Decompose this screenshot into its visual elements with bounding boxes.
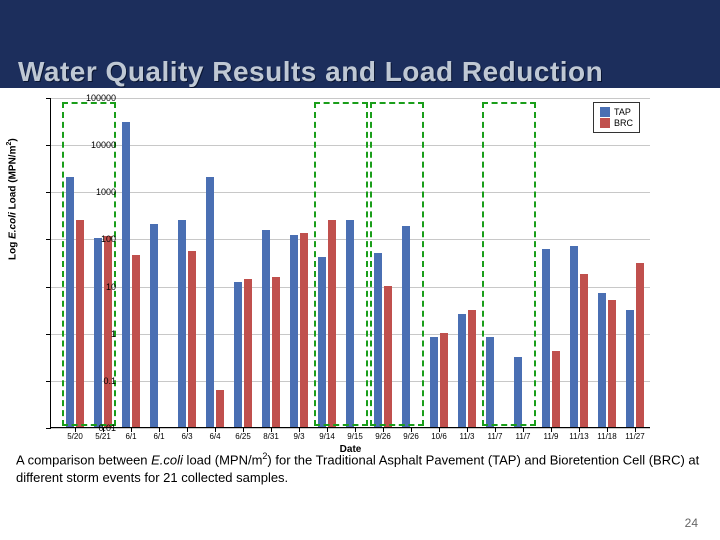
bar-brc [552, 351, 560, 427]
bar-tap [374, 253, 382, 427]
xtick-label: 9/14 [319, 432, 335, 441]
bar-brc [468, 310, 476, 427]
xtick-label: 5/20 [67, 432, 83, 441]
bar-tap [402, 226, 410, 427]
bar-tap [94, 238, 102, 427]
ytick-label: 1000 [96, 187, 116, 197]
bar-tap [318, 257, 326, 427]
xtick-label: 9/3 [293, 432, 304, 441]
xtick-label: 6/25 [235, 432, 251, 441]
xtick-label: 9/26 [375, 432, 391, 441]
ytick-mark [46, 239, 51, 240]
xtick-label: 9/26 [403, 432, 419, 441]
ytick-mark [46, 381, 51, 382]
bar-brc [440, 333, 448, 427]
bar-brc [216, 390, 224, 427]
bar-tap [262, 230, 270, 427]
ytick-label: 0.1 [103, 376, 116, 386]
bar-tap [486, 337, 494, 427]
xtick-label: 8/31 [263, 432, 279, 441]
slide-title: Water Quality Results and Load Reduction [18, 56, 603, 88]
bar-tap [570, 246, 578, 427]
bar-brc [608, 300, 616, 427]
header-band: Water Quality Results and Load Reduction [0, 0, 720, 88]
bar-brc [384, 286, 392, 427]
page-number: 24 [685, 516, 698, 530]
bar-tap [514, 357, 522, 427]
legend-label-brc: BRC [614, 118, 633, 128]
gridline [51, 428, 650, 429]
ytick-mark [46, 192, 51, 193]
ytick-mark [46, 98, 51, 99]
legend-swatch-tap [600, 107, 610, 117]
gridline [51, 192, 650, 193]
xtick-label: 6/1 [125, 432, 136, 441]
ytick-mark [46, 428, 51, 429]
xtick-label: 11/3 [460, 432, 475, 441]
bar-brc [244, 279, 252, 427]
y-axis-label: Log E.coli Load (MPN/m2) [6, 138, 18, 260]
bar-tap [542, 249, 550, 427]
bar-tap [206, 177, 214, 427]
bar-tap [346, 220, 354, 427]
xtick-label: 11/9 [544, 432, 559, 441]
bar-tap [430, 337, 438, 427]
bar-tap [150, 224, 158, 427]
xtick-label: 10/6 [431, 432, 447, 441]
ytick-label: 10 [106, 282, 116, 292]
ytick-label: 10000 [91, 140, 116, 150]
bar-brc [328, 220, 336, 427]
chart-legend: TAP BRC [593, 102, 640, 133]
caption-text: A comparison between E.coli load (MPN/m2… [16, 450, 704, 486]
bar-tap [178, 220, 186, 427]
bar-tap [626, 310, 634, 427]
xtick-label: 11/27 [625, 432, 644, 441]
ytick-mark [46, 145, 51, 146]
legend-swatch-brc [600, 118, 610, 128]
legend-label-tap: TAP [614, 107, 631, 117]
bar-brc [272, 277, 280, 427]
ytick-label: 100 [101, 234, 116, 244]
ytick-label: 0.01 [98, 423, 116, 433]
gridline [51, 98, 650, 99]
gridline [51, 145, 650, 146]
bar-tap [234, 282, 242, 427]
bar-tap [290, 235, 298, 427]
legend-item-brc: BRC [600, 118, 633, 128]
ytick-mark [46, 287, 51, 288]
bar-tap [458, 314, 466, 427]
xtick-label: 6/3 [181, 432, 192, 441]
bar-brc [132, 255, 140, 427]
bar-brc [76, 220, 84, 427]
ytick-label: 100000 [86, 93, 116, 103]
bar-tap [598, 293, 606, 427]
xtick-label: 11/7 [488, 432, 503, 441]
xtick-label: 9/15 [347, 432, 363, 441]
chart-plot-area: TAP BRC Date 5/205/216/16/16/36/46/258/3… [50, 98, 650, 428]
bar-brc [300, 233, 308, 427]
xtick-label: 6/1 [153, 432, 164, 441]
xtick-label: 6/4 [209, 432, 220, 441]
bar-tap [66, 177, 74, 427]
bar-brc [636, 263, 644, 427]
bar-tap [122, 122, 130, 427]
bar-brc [188, 251, 196, 427]
legend-item-tap: TAP [600, 107, 633, 117]
ytick-label: 1 [111, 329, 116, 339]
xtick-label: 11/7 [516, 432, 531, 441]
xtick-label: 5/21 [95, 432, 111, 441]
xtick-label: 11/13 [569, 432, 588, 441]
ytick-mark [46, 334, 51, 335]
bar-brc [580, 274, 588, 427]
xtick-label: 11/18 [597, 432, 616, 441]
